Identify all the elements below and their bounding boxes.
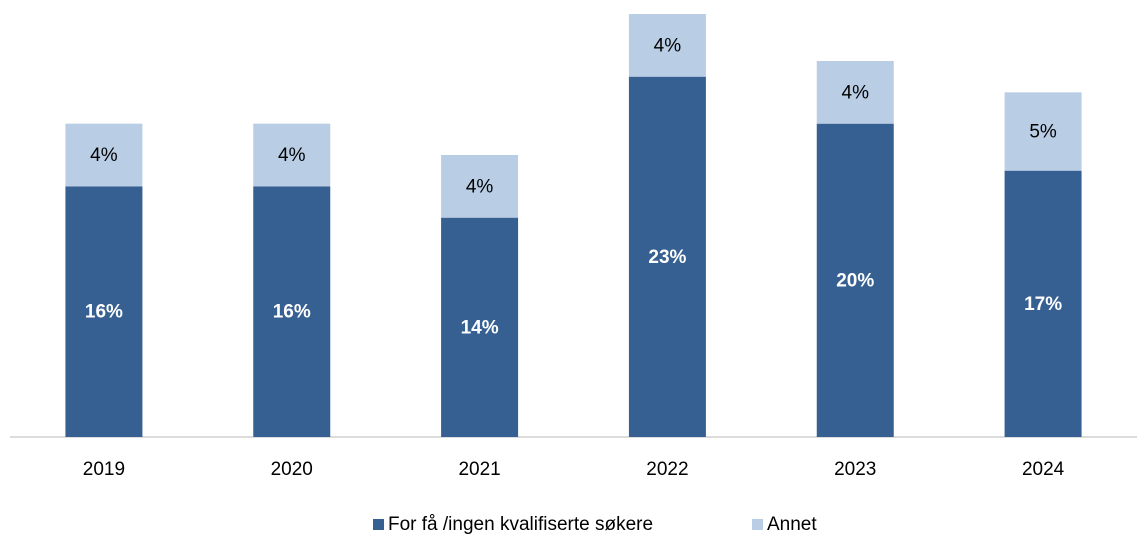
bar-segment (628, 76, 706, 438)
legend-label: Annet (767, 514, 817, 535)
data-label: 16% (85, 302, 123, 323)
bar-segment (1004, 92, 1082, 171)
bar-segment (1004, 170, 1082, 437)
x-tick-label: 2024 (1022, 459, 1065, 480)
x-tick-label: 2023 (834, 459, 876, 480)
bar-segment (65, 123, 143, 187)
data-label: 23% (648, 247, 686, 268)
data-label: 14% (461, 317, 499, 338)
x-tick-label: 2021 (458, 459, 500, 480)
data-label: 4% (466, 176, 494, 197)
x-tick-label: 2019 (83, 459, 125, 480)
bar-segment (816, 61, 894, 124)
legend-label: For få /ingen kvalifiserte søkere (388, 514, 653, 535)
x-tick-label: 2022 (646, 459, 688, 480)
x-tick-label: 2020 (271, 459, 313, 480)
legend-swatch (373, 519, 384, 530)
bar-segment (253, 123, 331, 187)
data-label: 4% (654, 35, 682, 56)
data-label: 4% (842, 82, 870, 103)
bar-segment (253, 186, 331, 437)
data-label: 16% (273, 302, 311, 323)
legend-swatch (752, 519, 763, 530)
bar-segment (816, 123, 894, 438)
data-label: 20% (836, 270, 874, 291)
bar-segment (628, 14, 706, 77)
bar-segment (65, 186, 143, 437)
data-label: 4% (278, 145, 306, 166)
data-label: 4% (90, 145, 118, 166)
bar-segment (441, 155, 519, 218)
data-label: 17% (1024, 294, 1062, 315)
bar-segment (441, 217, 519, 437)
data-label: 5% (1029, 122, 1057, 143)
